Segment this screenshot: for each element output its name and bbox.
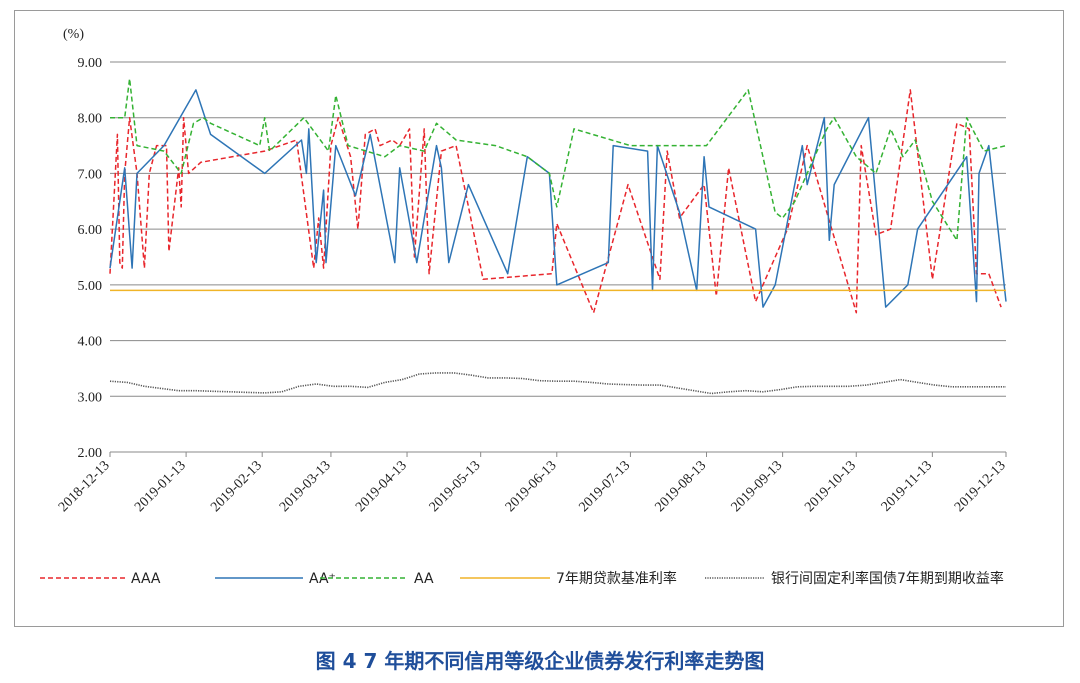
x-axis-ticks: 2018-12-13 2019-01-13 2019-02-13 2019-03-13…: [56, 452, 1009, 515]
x-tick-label: 2019-12-13: [952, 458, 1009, 515]
x-tick-label: 2019-03-13: [277, 458, 334, 515]
figure-caption: 图 4 7 年期不同信用等级企业债券发行利率走势图: [315, 649, 765, 673]
series-line-4: [109, 372, 1006, 395]
y-tick-label: 4.00: [78, 335, 103, 350]
legend-label: AA⁺: [309, 571, 336, 587]
x-tick-label: 2019-11-13: [879, 458, 935, 514]
series-line-2: [110, 77, 1007, 242]
x-tick-label: 2019-06-13: [503, 458, 560, 515]
y-tick-label: 5.00: [78, 279, 103, 294]
x-tick-label: 2019-01-13: [132, 458, 189, 515]
legend-label: 7年期贷款基准利率: [556, 570, 677, 587]
y-tick-label: 7.00: [78, 167, 103, 182]
series-lines: [109, 77, 1007, 395]
legend-label: AA: [414, 571, 434, 587]
x-tick-label: 2019-07-13: [576, 458, 633, 515]
y-tick-label: 3.00: [78, 390, 103, 405]
y-tick-label: 6.00: [78, 223, 103, 238]
series-line-1: [109, 89, 1007, 308]
x-tick-label: 2019-02-13: [208, 458, 265, 515]
legend-label: 银行间固定利率国债7年期到期收益率: [771, 570, 1004, 587]
y-tick-label: 8.00: [78, 112, 103, 127]
legend: AAA AA⁺ AA 7年期贷款基准利率 银行间固定利率国债7年期到期收益率: [40, 570, 1004, 587]
chart-frame: (%) 2.00 3.00 4.00 5.00 6.00 7.00 8.00 9.00 201…: [14, 10, 1064, 627]
y-tick-label: 2.00: [78, 446, 103, 461]
y-axis-unit: (%): [63, 27, 84, 42]
x-tick-label: 2019-10-13: [802, 458, 859, 515]
y-tick-label: 9.00: [78, 56, 103, 71]
legend-label: AAA: [131, 571, 161, 587]
x-tick-label: 2019-09-13: [729, 458, 786, 515]
y-axis-ticks: 2.00 3.00 4.00 5.00 6.00 7.00 8.00 9.00: [78, 56, 103, 461]
gridlines: [110, 61, 1006, 453]
series-line-0: [109, 89, 1002, 314]
x-tick-label: 2019-04-13: [353, 458, 410, 515]
x-tick-label: 2019-05-13: [427, 458, 484, 515]
x-tick-label: 2019-08-13: [653, 458, 710, 515]
line-chart: (%) 2.00 3.00 4.00 5.00 6.00 7.00 8.00 9.00 201…: [40, 27, 1009, 587]
x-tick-label: 2018-12-13: [56, 458, 113, 515]
